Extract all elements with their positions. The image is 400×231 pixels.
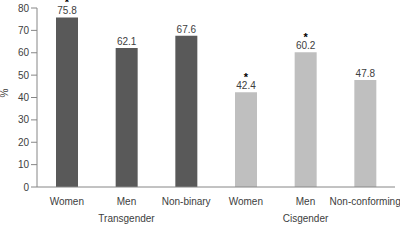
svg-text:62.1: 62.1 (117, 36, 137, 47)
svg-text:42.4: 42.4 (236, 80, 256, 92)
svg-text:47.8: 47.8 (356, 68, 376, 79)
svg-text:50: 50 (18, 70, 30, 81)
svg-text:*: * (304, 31, 309, 43)
svg-text:Men: Men (296, 196, 315, 207)
svg-text:%: % (8, 89, 10, 98)
svg-text:70: 70 (18, 25, 30, 36)
svg-text:40: 40 (18, 92, 30, 103)
svg-text:10: 10 (18, 159, 30, 170)
svg-text:*: * (244, 71, 249, 83)
svg-text:Men: Men (117, 196, 136, 207)
svg-text:Non-binary: Non-binary (162, 196, 211, 207)
svg-text:20: 20 (18, 137, 30, 148)
svg-text:75.8: 75.8 (57, 5, 77, 17)
svg-text:80: 80 (18, 3, 30, 14)
svg-text:*: * (65, 0, 70, 8)
svg-text:30: 30 (18, 114, 30, 125)
svg-text:Cisgender: Cisgender (283, 213, 329, 224)
svg-text:0: 0 (23, 182, 29, 193)
svg-text:60: 60 (18, 47, 30, 58)
svg-text:Non-conforming: Non-conforming (330, 196, 392, 207)
svg-text:Women: Women (229, 196, 263, 207)
svg-text:Transgender: Transgender (98, 213, 155, 224)
svg-text:60.2: 60.2 (295, 40, 316, 52)
svg-text:67.6: 67.6 (177, 24, 197, 35)
svg-text:Women: Women (50, 196, 84, 207)
